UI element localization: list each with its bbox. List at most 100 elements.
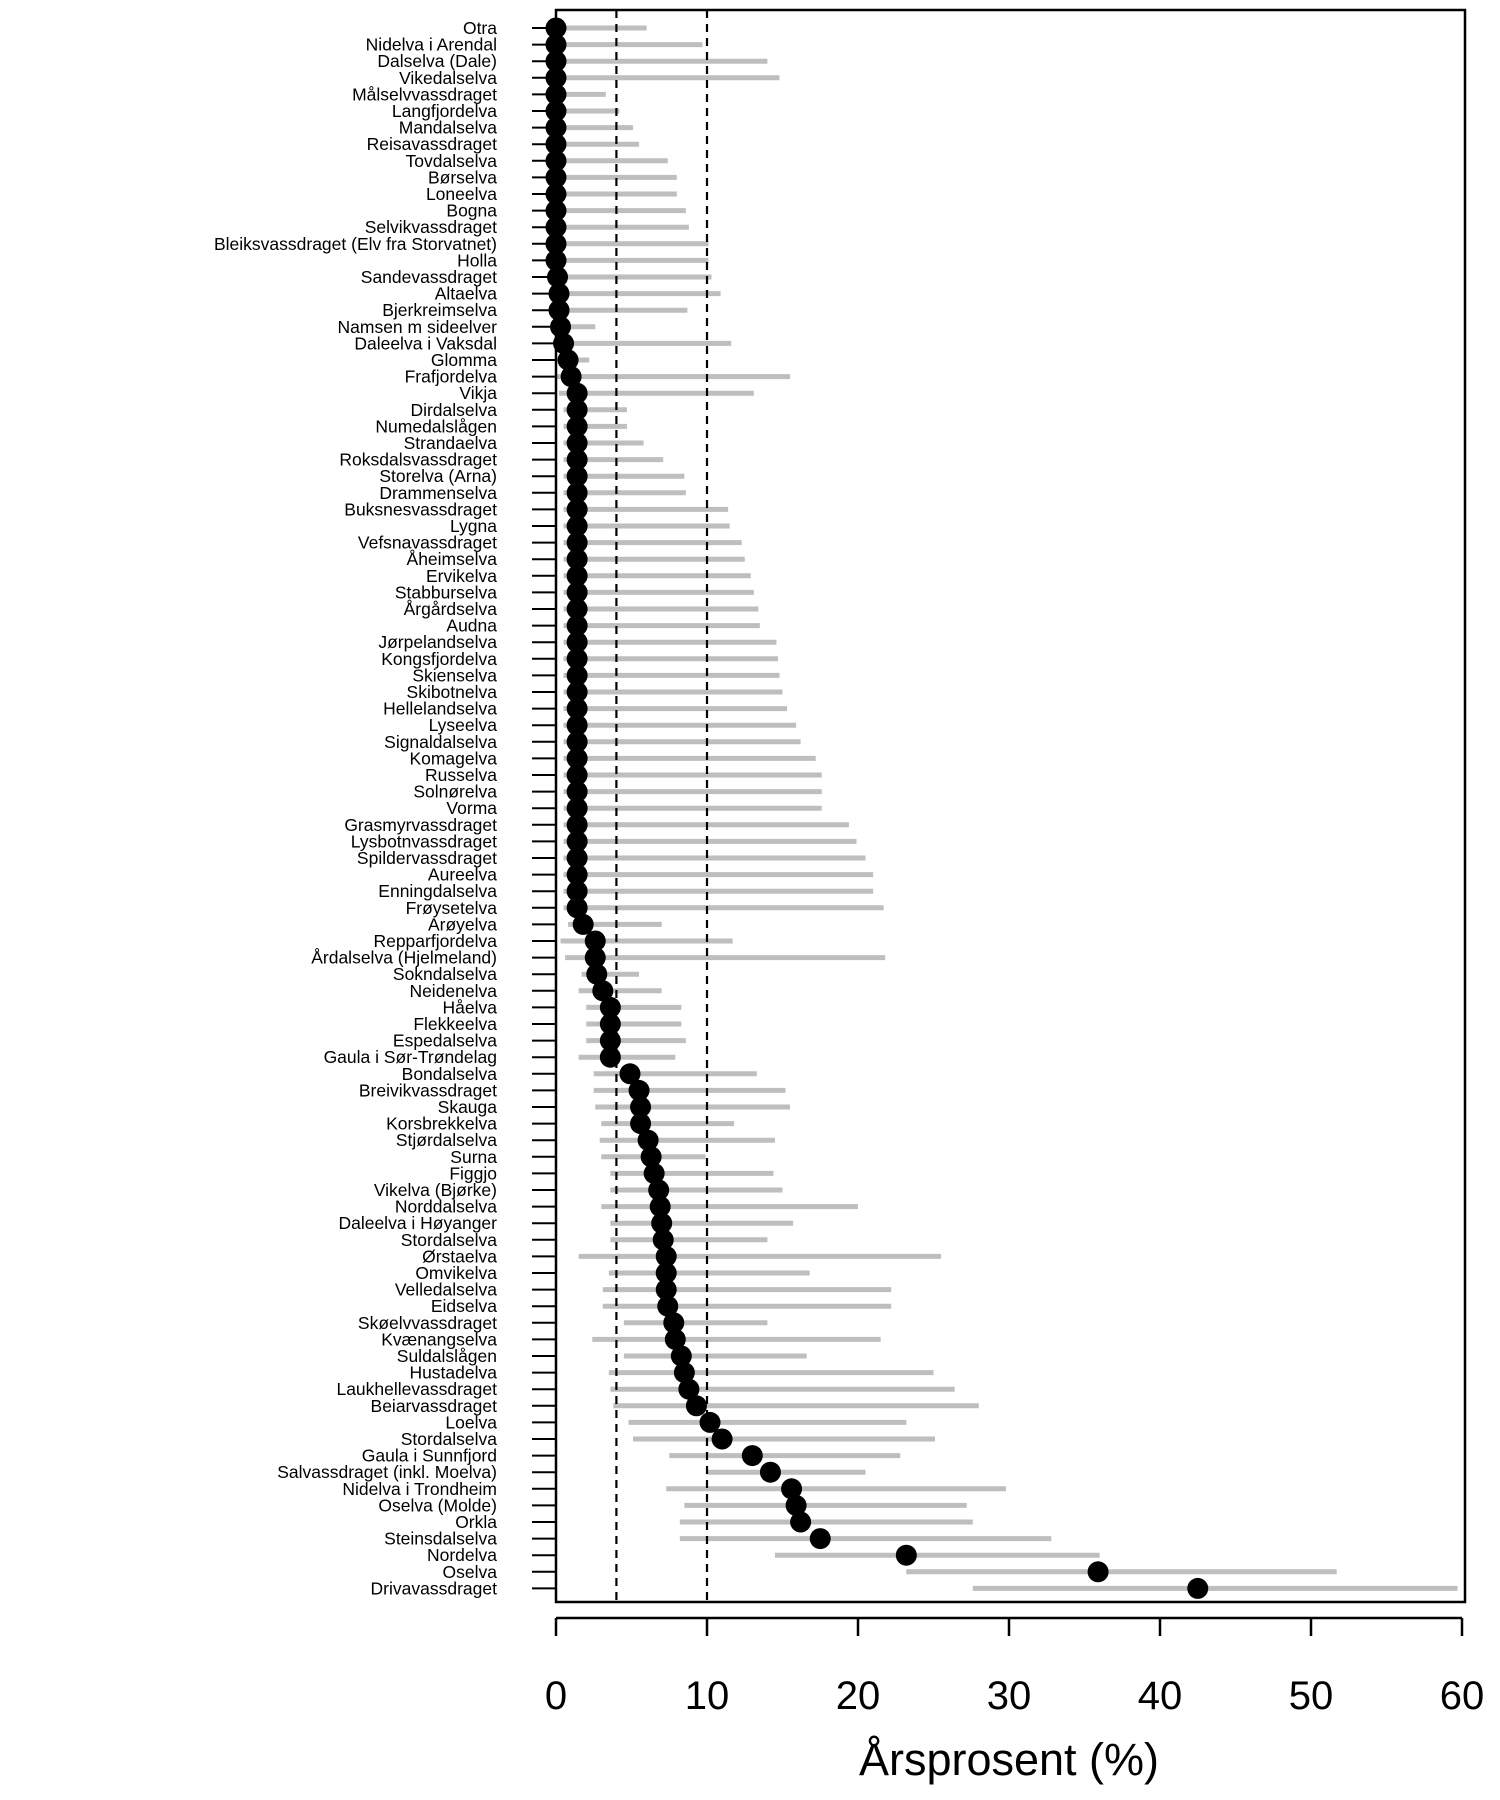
category-label: Figgjo	[449, 1163, 497, 1183]
category-label: Stabburselva	[395, 582, 497, 602]
category-label: Omvikelva	[415, 1263, 497, 1283]
x-tick-label: 40	[1138, 1674, 1183, 1718]
data-point	[566, 548, 588, 570]
category-label: Vikelva (Bjørke)	[374, 1180, 497, 1200]
category-label: Enningdalselva	[378, 881, 497, 901]
category-label: Hellelandselva	[383, 699, 497, 719]
data-point	[657, 1295, 679, 1317]
data-point	[741, 1445, 763, 1467]
data-point	[619, 1063, 641, 1085]
data-point	[663, 1312, 685, 1334]
category-label: Numedalslågen	[375, 416, 497, 436]
data-point	[670, 1345, 692, 1367]
data-point	[640, 1146, 662, 1168]
category-label: Bleiksvassdraget (Elv fra Storvatnet)	[214, 234, 497, 254]
category-label: Spildervassdraget	[357, 848, 497, 868]
data-point	[572, 913, 594, 935]
x-tick-label: 50	[1289, 1674, 1334, 1718]
category-label: Lyseelva	[429, 715, 498, 735]
category-label: Surna	[450, 1147, 497, 1167]
data-point	[630, 1113, 652, 1135]
data-point	[652, 1229, 674, 1251]
category-label: Drammenselva	[379, 483, 497, 503]
x-tick-label: 30	[987, 1674, 1032, 1718]
category-label: Signaldalselva	[384, 732, 497, 752]
data-point	[566, 565, 588, 587]
category-label: Bogna	[446, 201, 497, 221]
data-point	[651, 1212, 673, 1234]
category-label: Breivikvassdraget	[359, 1080, 497, 1100]
category-label: Dirdalselva	[410, 400, 497, 420]
category-label: Håelva	[443, 997, 498, 1017]
point-layer	[545, 17, 1209, 1599]
category-label: Nidelva i Trondheim	[342, 1479, 497, 1499]
data-point	[566, 648, 588, 670]
data-point	[673, 1362, 695, 1384]
x-axis-title: Årsprosent (%)	[859, 1734, 1159, 1785]
category-label: Gaula i Sør-Trøndelag	[324, 1047, 497, 1067]
data-point	[548, 299, 570, 321]
data-point	[566, 731, 588, 753]
data-point	[648, 1179, 670, 1201]
data-point	[699, 1411, 721, 1433]
category-label: Espedalselva	[393, 1031, 497, 1051]
category-label: Sandevassdraget	[361, 267, 497, 287]
category-label: Salvassdraget (inkl. Moelva)	[277, 1462, 497, 1482]
data-point	[566, 664, 588, 686]
data-point	[785, 1494, 807, 1516]
data-point	[566, 515, 588, 537]
category-label: Suldalslågen	[397, 1346, 497, 1366]
data-point	[584, 947, 606, 969]
category-label: Korsbrekkelva	[386, 1114, 497, 1134]
category-label: Skauga	[438, 1097, 498, 1117]
data-point	[586, 963, 608, 985]
category-label: Jørpelandselva	[378, 632, 497, 652]
data-point	[566, 399, 588, 421]
category-label: Otra	[463, 18, 497, 38]
category-label: Russelva	[425, 765, 497, 785]
category-label: Målselvvassdraget	[352, 84, 497, 104]
data-point	[759, 1461, 781, 1483]
data-point	[566, 880, 588, 902]
data-point	[630, 1096, 652, 1118]
category-label: Tovdalselva	[406, 151, 498, 171]
category-label: Stordalselva	[401, 1429, 498, 1449]
category-label: Kongsfjordelva	[381, 649, 497, 669]
interval-layer	[556, 25, 1458, 1591]
category-label: Aureelva	[428, 865, 497, 885]
category-label: Stjørdalselva	[396, 1130, 497, 1150]
category-label: Drivavassdraget	[371, 1578, 498, 1598]
data-point	[566, 781, 588, 803]
data-point	[566, 814, 588, 836]
data-point	[592, 980, 614, 1002]
category-label: Vorma	[446, 798, 497, 818]
data-point	[566, 615, 588, 637]
data-point	[566, 449, 588, 471]
category-label: Oselva (Molde)	[378, 1495, 497, 1515]
category-label: Langfjordelva	[392, 101, 497, 121]
category-label: Åheimselva	[407, 549, 498, 569]
data-point	[566, 581, 588, 603]
category-label: Altaelva	[435, 284, 498, 304]
category-label: Bjerkreimselva	[382, 300, 497, 320]
data-point	[599, 1030, 621, 1052]
data-point	[584, 930, 606, 952]
category-label: Ervikelva	[426, 566, 497, 586]
data-point	[566, 432, 588, 454]
data-point	[655, 1279, 677, 1301]
category-label: Ørstaelva	[422, 1246, 497, 1266]
category-label: Stordalselva	[401, 1230, 498, 1250]
data-point	[655, 1262, 677, 1284]
data-point	[637, 1129, 659, 1151]
category-label: Mandalselva	[399, 118, 498, 138]
data-point	[553, 332, 575, 354]
data-point	[649, 1196, 671, 1218]
category-label: Gaula i Sunnfjord	[362, 1446, 497, 1466]
category-label: Loneelva	[426, 184, 497, 204]
category-label: Laukhellevassdraget	[336, 1379, 497, 1399]
category-label: Loelva	[445, 1412, 497, 1432]
category-label: Orkla	[455, 1512, 497, 1532]
category-label: Komagelva	[409, 748, 497, 768]
category-label: Lygna	[450, 516, 497, 536]
category-label: Frøysetelva	[406, 898, 498, 918]
